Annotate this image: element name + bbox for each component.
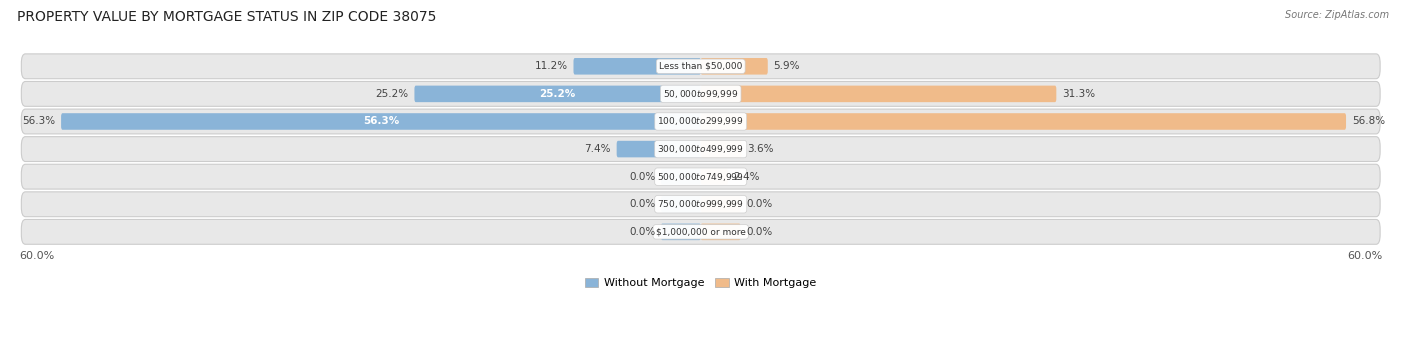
Text: $500,000 to $749,999: $500,000 to $749,999 [658, 171, 744, 183]
Text: 0.0%: 0.0% [628, 227, 655, 237]
Text: 56.3%: 56.3% [22, 117, 55, 126]
FancyBboxPatch shape [617, 141, 700, 157]
Text: 31.3%: 31.3% [1062, 89, 1095, 99]
FancyBboxPatch shape [661, 196, 700, 212]
Text: 11.2%: 11.2% [534, 61, 568, 71]
FancyBboxPatch shape [21, 109, 1381, 134]
Text: 60.0%: 60.0% [20, 251, 55, 261]
Text: $750,000 to $999,999: $750,000 to $999,999 [658, 198, 744, 210]
Text: 0.0%: 0.0% [747, 227, 772, 237]
FancyBboxPatch shape [700, 141, 741, 157]
Text: Source: ZipAtlas.com: Source: ZipAtlas.com [1285, 10, 1389, 20]
FancyBboxPatch shape [661, 168, 700, 185]
FancyBboxPatch shape [21, 192, 1381, 217]
FancyBboxPatch shape [700, 113, 1346, 130]
Text: 60.0%: 60.0% [1347, 251, 1382, 261]
Text: $1,000,000 or more: $1,000,000 or more [655, 227, 745, 236]
Text: 0.0%: 0.0% [747, 199, 772, 209]
FancyBboxPatch shape [60, 113, 700, 130]
FancyBboxPatch shape [700, 86, 1056, 102]
Text: 56.3%: 56.3% [363, 117, 399, 126]
Text: $50,000 to $99,999: $50,000 to $99,999 [664, 88, 738, 100]
Text: 7.4%: 7.4% [585, 144, 612, 154]
FancyBboxPatch shape [574, 58, 700, 74]
FancyBboxPatch shape [21, 219, 1381, 244]
FancyBboxPatch shape [21, 164, 1381, 189]
Text: $100,000 to $299,999: $100,000 to $299,999 [658, 116, 744, 128]
FancyBboxPatch shape [415, 86, 700, 102]
Text: Less than $50,000: Less than $50,000 [659, 62, 742, 71]
Legend: Without Mortgage, With Mortgage: Without Mortgage, With Mortgage [581, 273, 821, 292]
FancyBboxPatch shape [700, 224, 741, 240]
Text: 3.6%: 3.6% [748, 144, 773, 154]
FancyBboxPatch shape [700, 168, 728, 185]
Text: 56.8%: 56.8% [1351, 117, 1385, 126]
FancyBboxPatch shape [700, 58, 768, 74]
Text: 0.0%: 0.0% [628, 199, 655, 209]
FancyBboxPatch shape [661, 224, 700, 240]
Text: 0.0%: 0.0% [628, 172, 655, 182]
Text: PROPERTY VALUE BY MORTGAGE STATUS IN ZIP CODE 38075: PROPERTY VALUE BY MORTGAGE STATUS IN ZIP… [17, 10, 436, 24]
FancyBboxPatch shape [21, 54, 1381, 79]
FancyBboxPatch shape [21, 137, 1381, 162]
Text: $300,000 to $499,999: $300,000 to $499,999 [658, 143, 744, 155]
Text: 5.9%: 5.9% [773, 61, 800, 71]
FancyBboxPatch shape [21, 82, 1381, 106]
Text: 25.2%: 25.2% [540, 89, 575, 99]
FancyBboxPatch shape [700, 196, 741, 212]
Text: 25.2%: 25.2% [375, 89, 409, 99]
Text: 2.4%: 2.4% [734, 172, 761, 182]
